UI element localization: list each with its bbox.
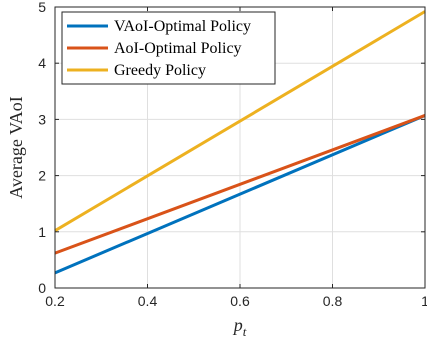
x-tick-label: 0.6	[230, 293, 250, 309]
x-tick-label: 0.4	[138, 293, 158, 309]
y-axis-label: Average VAoI	[6, 96, 26, 198]
legend-label: VAoI-Optimal Policy	[114, 18, 251, 35]
series-line-2	[54, 114, 426, 255]
legend-label: AoI-Optimal Policy	[114, 40, 242, 57]
y-tick-label: 2	[38, 168, 46, 184]
y-tick-label: 4	[38, 55, 46, 71]
x-tick-label: 0.2	[45, 293, 65, 309]
x-tick-label: 0.8	[323, 293, 343, 309]
y-tick-label: 1	[38, 224, 46, 240]
x-axis-label: pt	[232, 315, 247, 339]
series-lines	[54, 10, 426, 275]
y-tick-label: 0	[38, 280, 46, 296]
series-line-1	[54, 114, 426, 275]
series-line-3	[54, 10, 426, 232]
y-tick-label: 5	[38, 0, 46, 15]
x-tick-label: 1	[421, 293, 427, 309]
x-axis-label-main: p	[232, 315, 243, 335]
legend-items: VAoI-Optimal Policy AoI-Optimal Policy Gre…	[67, 18, 251, 79]
axis-ticks	[54, 6, 426, 289]
tick-labels: 0.2 0.4 0.6 0.8 1 0 1 2 3 4 5	[38, 0, 427, 309]
y-tick-label: 3	[38, 111, 46, 127]
x-axis-label-subscript: t	[243, 324, 247, 339]
legend: VAoI-Optimal Policy AoI-Optimal Policy Gre…	[61, 11, 276, 85]
legend-label: Greedy Policy	[114, 62, 206, 79]
